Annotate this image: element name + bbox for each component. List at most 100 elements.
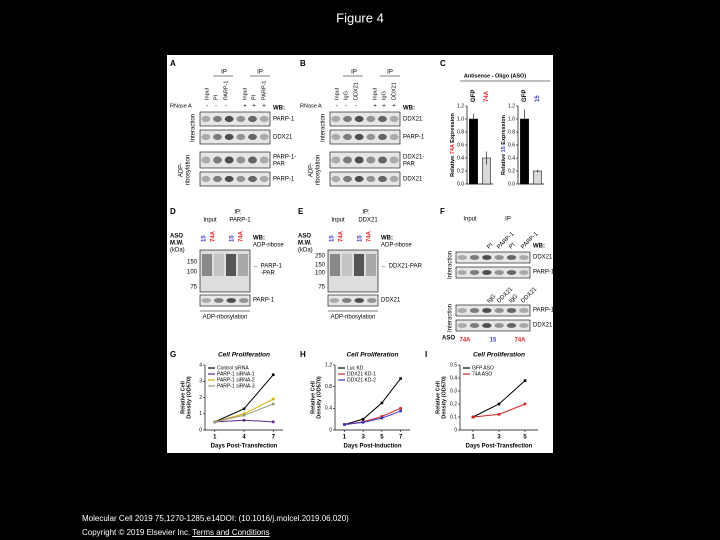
x-axis-label: Days Post-Induction bbox=[343, 444, 401, 450]
y-tick-label: 0.8 bbox=[325, 384, 332, 390]
series-line bbox=[344, 378, 402, 426]
y-tick-label: 0.8 bbox=[457, 129, 464, 135]
blot bbox=[455, 266, 531, 279]
blot-band bbox=[343, 156, 352, 164]
point bbox=[361, 417, 365, 421]
blot-smear bbox=[226, 254, 236, 276]
ip-label: IP: bbox=[234, 210, 242, 216]
blot-smear bbox=[354, 254, 364, 276]
point bbox=[523, 402, 527, 406]
y-tick-label: 0.2 bbox=[457, 168, 464, 174]
blot-band bbox=[239, 298, 249, 303]
category-label: GFP bbox=[522, 90, 528, 102]
blot-band bbox=[201, 175, 211, 183]
lane-label: IgG bbox=[508, 293, 519, 304]
blot-band bbox=[214, 298, 224, 303]
y-axis-label: Relative 15 Expression bbox=[501, 114, 507, 175]
y-tick-label: 0 bbox=[199, 427, 202, 433]
blot bbox=[455, 319, 531, 332]
y-axis-label: Relative Cell bbox=[310, 381, 316, 414]
blot-smear bbox=[238, 254, 248, 276]
blot-band bbox=[226, 298, 236, 303]
group-label: DDX21 bbox=[358, 218, 378, 224]
panel-letter: F bbox=[440, 207, 445, 216]
group-label: Input bbox=[203, 218, 217, 224]
panel-letter: I bbox=[425, 350, 427, 359]
legend-label: Luc KD bbox=[347, 365, 364, 371]
y-tick-label: 0 bbox=[454, 427, 457, 433]
blot-band bbox=[457, 255, 467, 260]
wb-label: WB: bbox=[403, 106, 415, 112]
rnase-sign: - bbox=[336, 104, 338, 110]
lane-label: PI bbox=[508, 242, 516, 250]
blot bbox=[327, 294, 379, 307]
blot-band bbox=[519, 323, 529, 328]
y-axis-label-part: Relative bbox=[450, 154, 456, 177]
point bbox=[380, 416, 384, 420]
blot-band bbox=[236, 175, 246, 183]
blot-band bbox=[506, 270, 517, 275]
blot-band bbox=[343, 133, 352, 141]
marker-label: 100 bbox=[187, 270, 198, 276]
rnase-sign: + bbox=[262, 104, 266, 110]
legend-label: 74A ASO bbox=[472, 371, 492, 377]
terms-link[interactable]: Terms and Conditions bbox=[192, 528, 270, 537]
blot-band bbox=[213, 175, 222, 183]
point bbox=[343, 423, 346, 426]
panel-letter: B bbox=[300, 59, 306, 68]
aso-lane: 74A bbox=[514, 338, 526, 344]
rnase-sign: + bbox=[392, 104, 396, 110]
lane-label: PARP-1 bbox=[223, 81, 229, 100]
lane-label: 15 bbox=[330, 235, 336, 242]
y-tick-label: 0.0 bbox=[457, 181, 464, 187]
blot-smear bbox=[342, 254, 352, 276]
blot-band bbox=[457, 323, 467, 328]
blot bbox=[329, 171, 401, 187]
side-label: Interaction bbox=[321, 114, 327, 142]
lane-label: 74A bbox=[339, 230, 345, 242]
side-label: Interaction bbox=[191, 114, 197, 142]
y-tick-label: 1.2 bbox=[325, 362, 332, 368]
lane-label: 15 bbox=[230, 235, 236, 242]
y-tick-label: 0.0 bbox=[508, 181, 515, 187]
lane-label: 74A bbox=[367, 230, 373, 242]
blot bbox=[329, 111, 401, 127]
blot-band bbox=[213, 115, 222, 123]
point bbox=[399, 409, 402, 413]
blot-band bbox=[389, 133, 399, 141]
category-label: 74A bbox=[484, 90, 490, 102]
y-tick-label: 0.6 bbox=[508, 142, 515, 148]
point bbox=[471, 415, 475, 419]
y-tick-label: 0.3 bbox=[450, 388, 457, 394]
slide-title: Figure 4 bbox=[336, 10, 384, 25]
blot-smear bbox=[366, 254, 376, 276]
y-axis-label-part: Expression bbox=[501, 114, 507, 146]
y-tick-label: 0.6 bbox=[457, 142, 464, 148]
ip-label: IP bbox=[221, 70, 227, 76]
plot-title: Cell Proliferation bbox=[218, 352, 270, 359]
y-tick-label: 1.0 bbox=[457, 116, 464, 122]
blot-band bbox=[366, 115, 376, 123]
blot-label: PARP-1 bbox=[273, 177, 295, 183]
blot-band bbox=[354, 133, 364, 141]
copyright-text: Copyright © 2019 Elsevier Inc. bbox=[82, 528, 193, 537]
point bbox=[380, 401, 384, 405]
marker-label: 150 bbox=[187, 260, 198, 266]
lane-label: PARP-1 bbox=[261, 81, 267, 100]
point bbox=[271, 373, 275, 377]
band-label: ← PARP-1 bbox=[253, 264, 283, 270]
blot-band bbox=[366, 175, 376, 183]
blot bbox=[455, 251, 531, 264]
side-label: ADP- bbox=[309, 163, 315, 177]
blot-band bbox=[482, 308, 492, 313]
blot-band bbox=[343, 115, 352, 123]
x-tick-label: 7 bbox=[399, 435, 403, 441]
blot-band bbox=[331, 156, 341, 164]
blot-band bbox=[236, 115, 246, 123]
point bbox=[271, 402, 275, 406]
bottom-label: ADP-ribosylation bbox=[203, 315, 248, 321]
blot bbox=[329, 151, 401, 169]
category-label: GFP bbox=[471, 90, 477, 102]
lane-label: PI bbox=[486, 242, 494, 250]
series-line bbox=[344, 410, 401, 426]
